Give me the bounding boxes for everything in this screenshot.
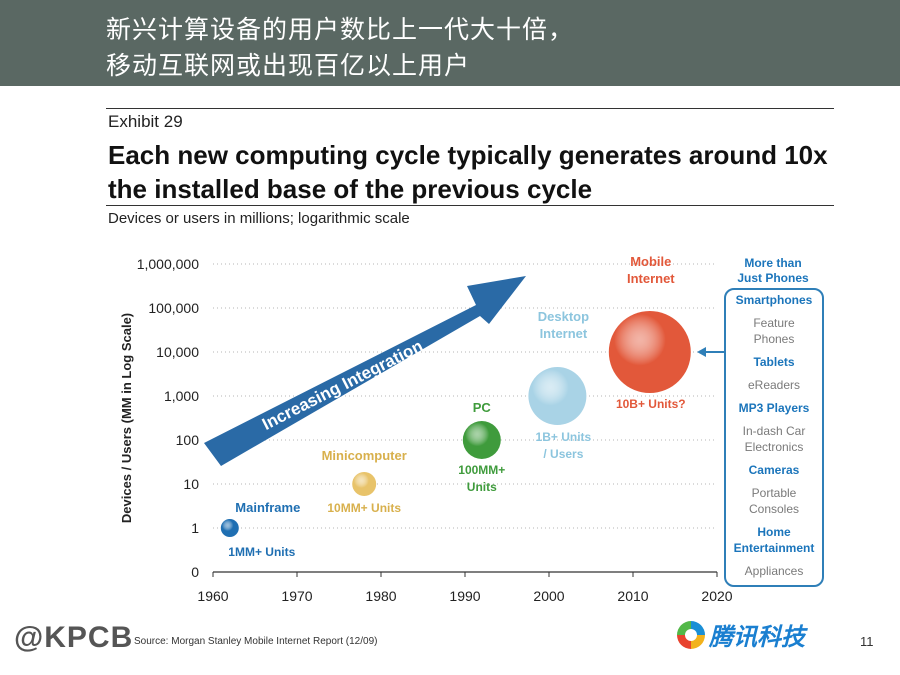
point-name-label: Minicomputer bbox=[322, 448, 407, 463]
bubble-shine-minicomputer bbox=[352, 472, 377, 496]
y-tick-label: 1,000 bbox=[164, 388, 199, 404]
header-line-1: 新兴计算设备的用户数比上一代大十倍， bbox=[106, 15, 575, 44]
header-line-2: 移动互联网或出现百亿以上用户 bbox=[106, 51, 471, 80]
side-panel-box bbox=[724, 288, 824, 587]
chart-subtitle: Devices or users in millions; logarithmi… bbox=[108, 210, 410, 227]
point-units-label: 100MM+ bbox=[458, 463, 505, 477]
bubble-shine-desktop-internet bbox=[528, 367, 587, 425]
arrow-label: Increasing Integration bbox=[259, 336, 426, 434]
side-panel-item: MP3 Players bbox=[739, 401, 810, 415]
point-name-label: PC bbox=[473, 400, 492, 415]
x-tick-label: 2000 bbox=[533, 588, 564, 604]
side-panel-title: Just Phones bbox=[737, 271, 809, 285]
kpcb-logo: @KPCB bbox=[14, 621, 134, 654]
integration-arrow bbox=[204, 276, 526, 466]
exhibit-label: Exhibit 29 bbox=[108, 112, 183, 131]
tencent-logo-icon bbox=[677, 620, 705, 649]
y-tick-label: 1 bbox=[191, 520, 199, 536]
y-tick-label: 100,000 bbox=[148, 300, 199, 316]
x-tick-label: 1970 bbox=[281, 588, 312, 604]
side-panel-item: Appliances bbox=[745, 564, 804, 578]
side-panel-item: Tablets bbox=[753, 355, 794, 369]
x-tick-label: 2010 bbox=[617, 588, 648, 604]
point-name-label: Mainframe bbox=[235, 500, 300, 515]
point-units-label: 10B+ Units? bbox=[616, 397, 686, 411]
y-tick-label: 10,000 bbox=[156, 344, 199, 360]
point-name-label: Internet bbox=[627, 271, 675, 286]
side-panel-item: Smartphones bbox=[736, 293, 813, 307]
point-name-label: Mobile bbox=[630, 254, 671, 269]
point-name-label: Internet bbox=[540, 326, 588, 341]
exhibit-top-rule bbox=[106, 108, 834, 109]
x-tick-label: 1960 bbox=[197, 588, 228, 604]
bubble-shine-mobile-internet bbox=[608, 311, 691, 393]
side-panel-item: Entertainment bbox=[734, 541, 815, 555]
side-panel-arrowhead bbox=[697, 347, 706, 357]
source-note: Source: Morgan Stanley Mobile Internet R… bbox=[134, 636, 378, 647]
point-units-label: Units bbox=[467, 480, 497, 494]
brand-text: 腾讯科技 bbox=[709, 623, 805, 651]
exhibit-bottom-rule bbox=[106, 205, 834, 206]
side-panel-item: Electronics bbox=[745, 440, 804, 454]
slide-header: 新兴计算设备的用户数比上一代大十倍， 移动互联网或出现百亿以上用户 bbox=[0, 0, 900, 86]
y-axis-label: Devices / Users (MM in Log Scale) bbox=[119, 313, 134, 523]
bubble-shine-pc bbox=[462, 421, 501, 459]
side-panel-item: Portable bbox=[752, 486, 797, 500]
side-panel-item: Home bbox=[757, 525, 791, 539]
side-panel-item: In-dash Car bbox=[743, 424, 806, 438]
side-panel-item: Feature bbox=[753, 316, 795, 330]
side-panel-item: Phones bbox=[754, 332, 795, 346]
bubble-shine-mainframe bbox=[220, 519, 239, 537]
y-tick-label: 1,000,000 bbox=[137, 256, 199, 272]
point-name-label: Desktop bbox=[538, 309, 589, 324]
x-tick-label: 1990 bbox=[449, 588, 480, 604]
point-units-label: 1B+ Units bbox=[536, 430, 592, 444]
point-units-label: 1MM+ Units bbox=[228, 545, 295, 559]
page-number: 11 bbox=[860, 634, 874, 649]
y-tick-label: 10 bbox=[183, 476, 199, 492]
side-panel-item: Consoles bbox=[749, 502, 799, 516]
point-units-label: / Users bbox=[543, 447, 583, 461]
x-tick-label: 1980 bbox=[365, 588, 396, 604]
tencent-tech-brand: 腾讯科技 bbox=[677, 617, 805, 652]
side-panel-item: eReaders bbox=[748, 378, 800, 392]
side-panel-title: More than bbox=[744, 256, 801, 270]
y-tick-label: 100 bbox=[176, 432, 200, 448]
point-units-label: 10MM+ Units bbox=[327, 501, 401, 515]
y-tick-label: 0 bbox=[191, 564, 199, 580]
chart-title: Each new computing cycle typically gener… bbox=[108, 140, 828, 204]
x-tick-label: 2020 bbox=[701, 588, 732, 604]
side-panel-item: Cameras bbox=[749, 463, 800, 477]
